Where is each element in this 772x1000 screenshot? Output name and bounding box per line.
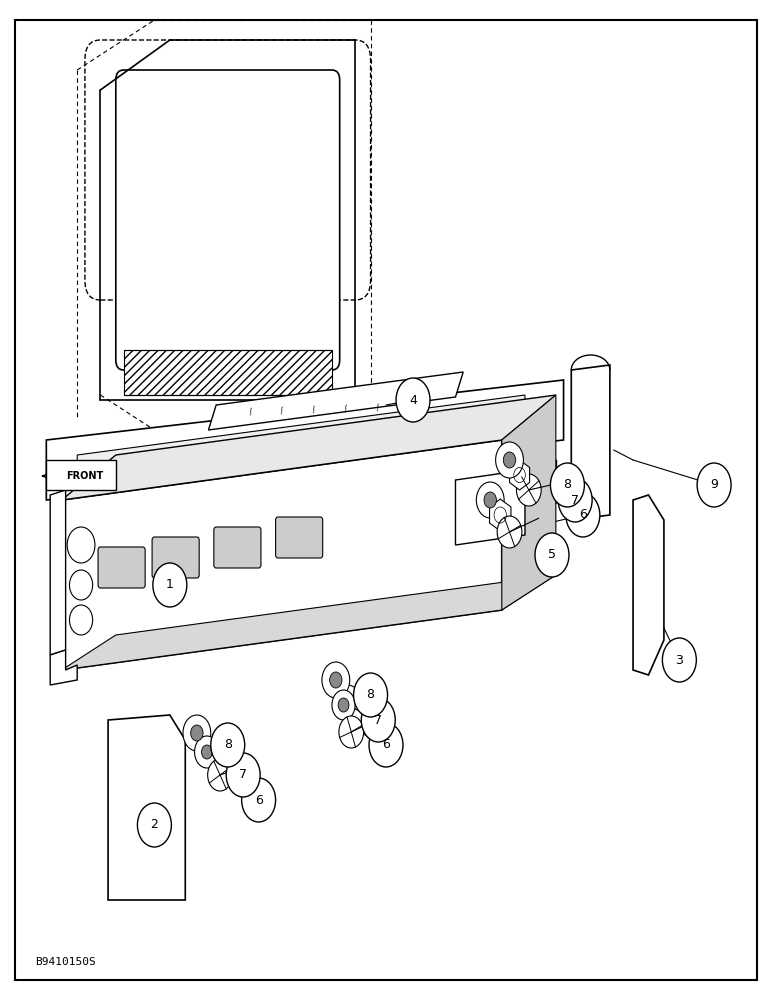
Polygon shape — [77, 395, 525, 495]
Circle shape — [242, 778, 276, 822]
FancyBboxPatch shape — [152, 537, 199, 578]
Circle shape — [697, 463, 731, 507]
Text: 3: 3 — [676, 654, 683, 666]
Circle shape — [208, 759, 232, 791]
Polygon shape — [510, 460, 530, 490]
Circle shape — [322, 662, 350, 698]
Text: 4: 4 — [409, 393, 417, 406]
Text: 7: 7 — [571, 493, 579, 506]
Text: 8: 8 — [367, 688, 374, 702]
Polygon shape — [62, 575, 556, 670]
Polygon shape — [502, 395, 556, 610]
Text: B9410150S: B9410150S — [35, 957, 96, 967]
Circle shape — [226, 753, 260, 797]
Circle shape — [497, 516, 522, 548]
Circle shape — [191, 725, 203, 741]
Bar — [124, 350, 332, 395]
Text: 2: 2 — [151, 818, 158, 832]
Circle shape — [558, 478, 592, 522]
Circle shape — [484, 492, 496, 508]
Circle shape — [338, 698, 349, 712]
FancyBboxPatch shape — [15, 20, 757, 980]
Text: 8: 8 — [224, 738, 232, 752]
Text: /: / — [280, 406, 284, 415]
Circle shape — [137, 803, 171, 847]
Circle shape — [361, 698, 395, 742]
Text: 1: 1 — [166, 578, 174, 591]
Text: 7: 7 — [374, 714, 382, 726]
Circle shape — [496, 442, 523, 478]
Circle shape — [396, 378, 430, 422]
Polygon shape — [50, 490, 66, 655]
Polygon shape — [571, 365, 610, 520]
Circle shape — [201, 745, 212, 759]
Text: 6: 6 — [579, 508, 587, 522]
Text: /: / — [249, 407, 252, 416]
Text: 9: 9 — [710, 479, 718, 491]
Polygon shape — [489, 499, 511, 531]
Circle shape — [354, 673, 388, 717]
Text: 6: 6 — [255, 794, 262, 806]
Polygon shape — [455, 470, 525, 545]
Text: 5: 5 — [548, 548, 556, 562]
Text: /: / — [344, 404, 348, 414]
FancyBboxPatch shape — [116, 70, 340, 370]
Circle shape — [339, 716, 364, 748]
FancyBboxPatch shape — [276, 517, 323, 558]
Polygon shape — [62, 440, 502, 670]
Circle shape — [516, 474, 541, 506]
Polygon shape — [208, 372, 463, 430]
Text: /: / — [375, 403, 380, 413]
Circle shape — [566, 493, 600, 537]
Circle shape — [195, 736, 219, 768]
Text: 8: 8 — [564, 479, 571, 491]
FancyBboxPatch shape — [46, 460, 116, 490]
Circle shape — [503, 452, 516, 468]
Circle shape — [535, 533, 569, 577]
Text: 7: 7 — [239, 768, 247, 782]
Text: FRONT: FRONT — [66, 471, 103, 481]
FancyBboxPatch shape — [214, 527, 261, 568]
Circle shape — [550, 463, 584, 507]
Polygon shape — [50, 650, 77, 685]
Polygon shape — [46, 380, 564, 500]
FancyBboxPatch shape — [98, 547, 145, 588]
Circle shape — [330, 672, 342, 688]
Text: /: / — [312, 405, 317, 414]
Circle shape — [369, 723, 403, 767]
Circle shape — [332, 690, 355, 720]
Circle shape — [211, 723, 245, 767]
Circle shape — [662, 638, 696, 682]
Circle shape — [183, 715, 211, 751]
Polygon shape — [108, 715, 185, 900]
Polygon shape — [633, 495, 664, 675]
Polygon shape — [62, 395, 556, 500]
Circle shape — [476, 482, 504, 518]
Circle shape — [153, 563, 187, 607]
Text: 6: 6 — [382, 738, 390, 752]
